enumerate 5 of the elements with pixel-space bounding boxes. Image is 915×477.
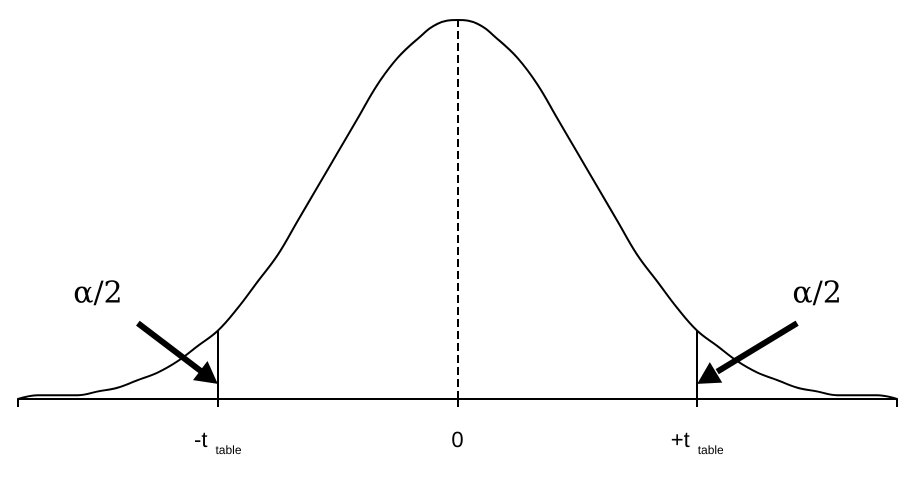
annotation: α/2 <box>792 276 842 311</box>
annotation: α/2 <box>73 276 123 311</box>
x-tick-label: -t$_{table}$ <box>194 427 242 458</box>
x-tick-label: +t$_{table}$ <box>670 427 724 458</box>
x-tick-label: 0 <box>451 427 464 452</box>
